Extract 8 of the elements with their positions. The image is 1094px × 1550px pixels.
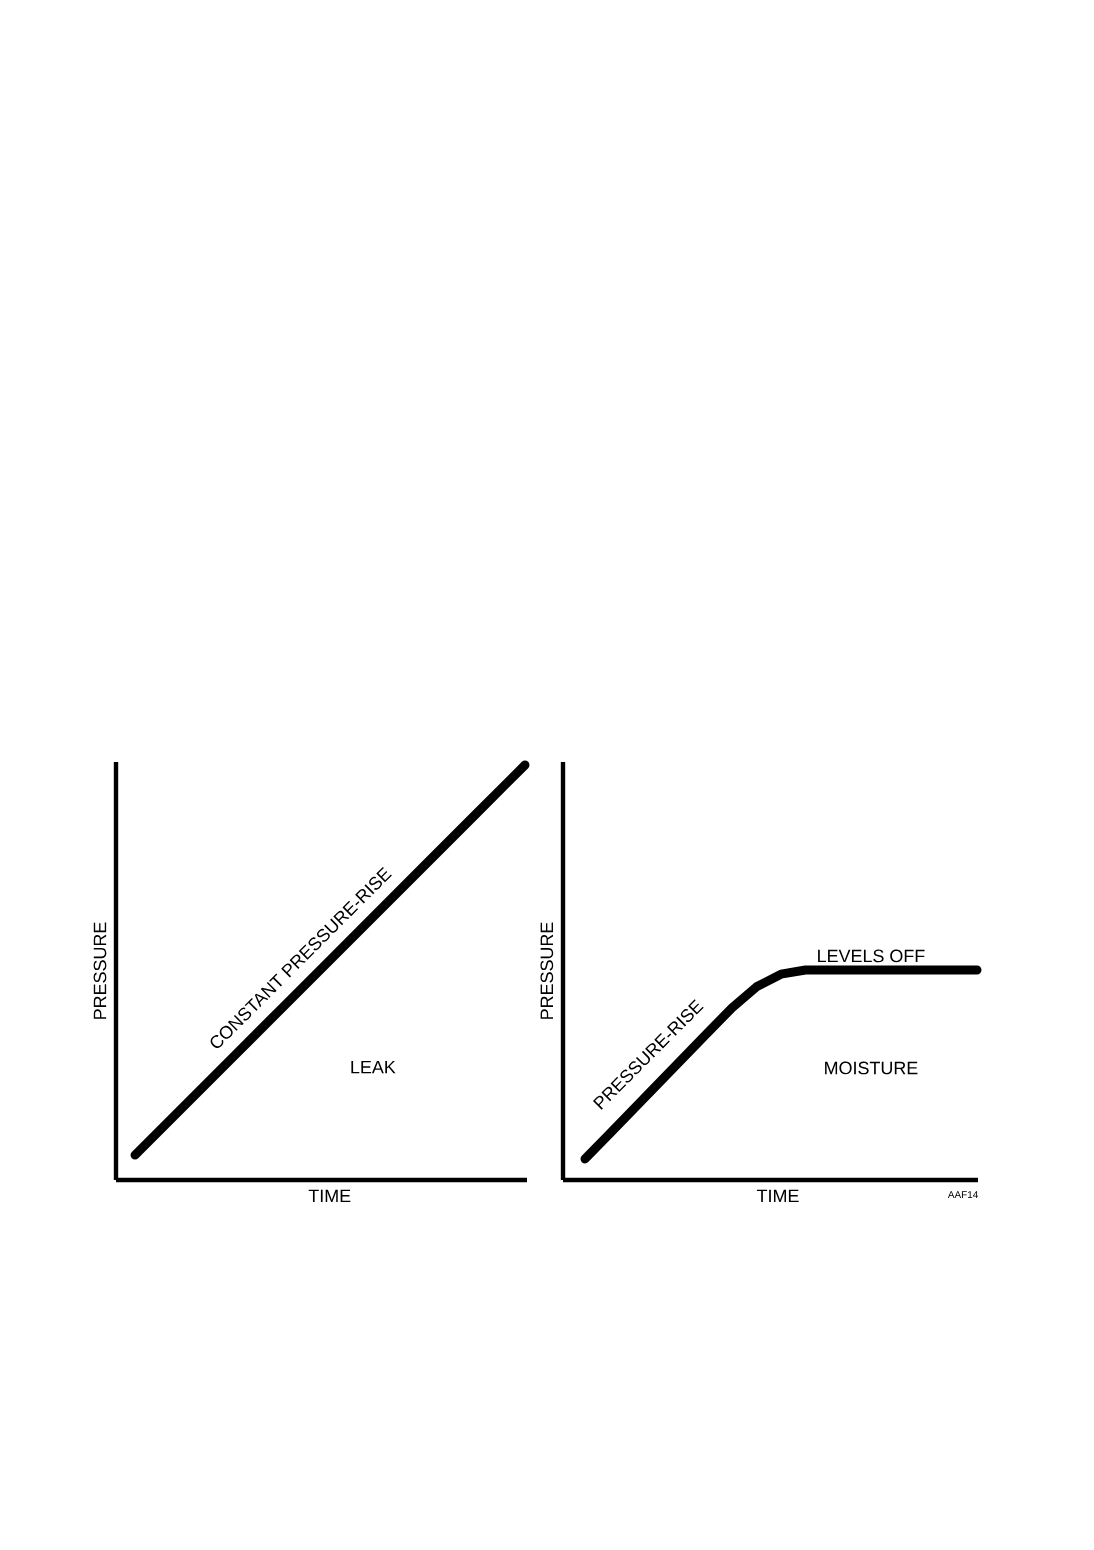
y-axis-title: PRESSURE	[93, 922, 107, 1019]
x-axis-title: TIME	[308, 1189, 351, 1203]
x-axis-title: TIME	[756, 1189, 799, 1203]
annotation: MOISTURE	[825, 1061, 918, 1075]
y-axis-title: PRESSURE	[540, 922, 554, 1019]
text: AAF14	[947, 1191, 979, 1199]
text: LEVELS OFF	[818, 949, 925, 963]
annotation: LEAK	[351, 1060, 396, 1074]
